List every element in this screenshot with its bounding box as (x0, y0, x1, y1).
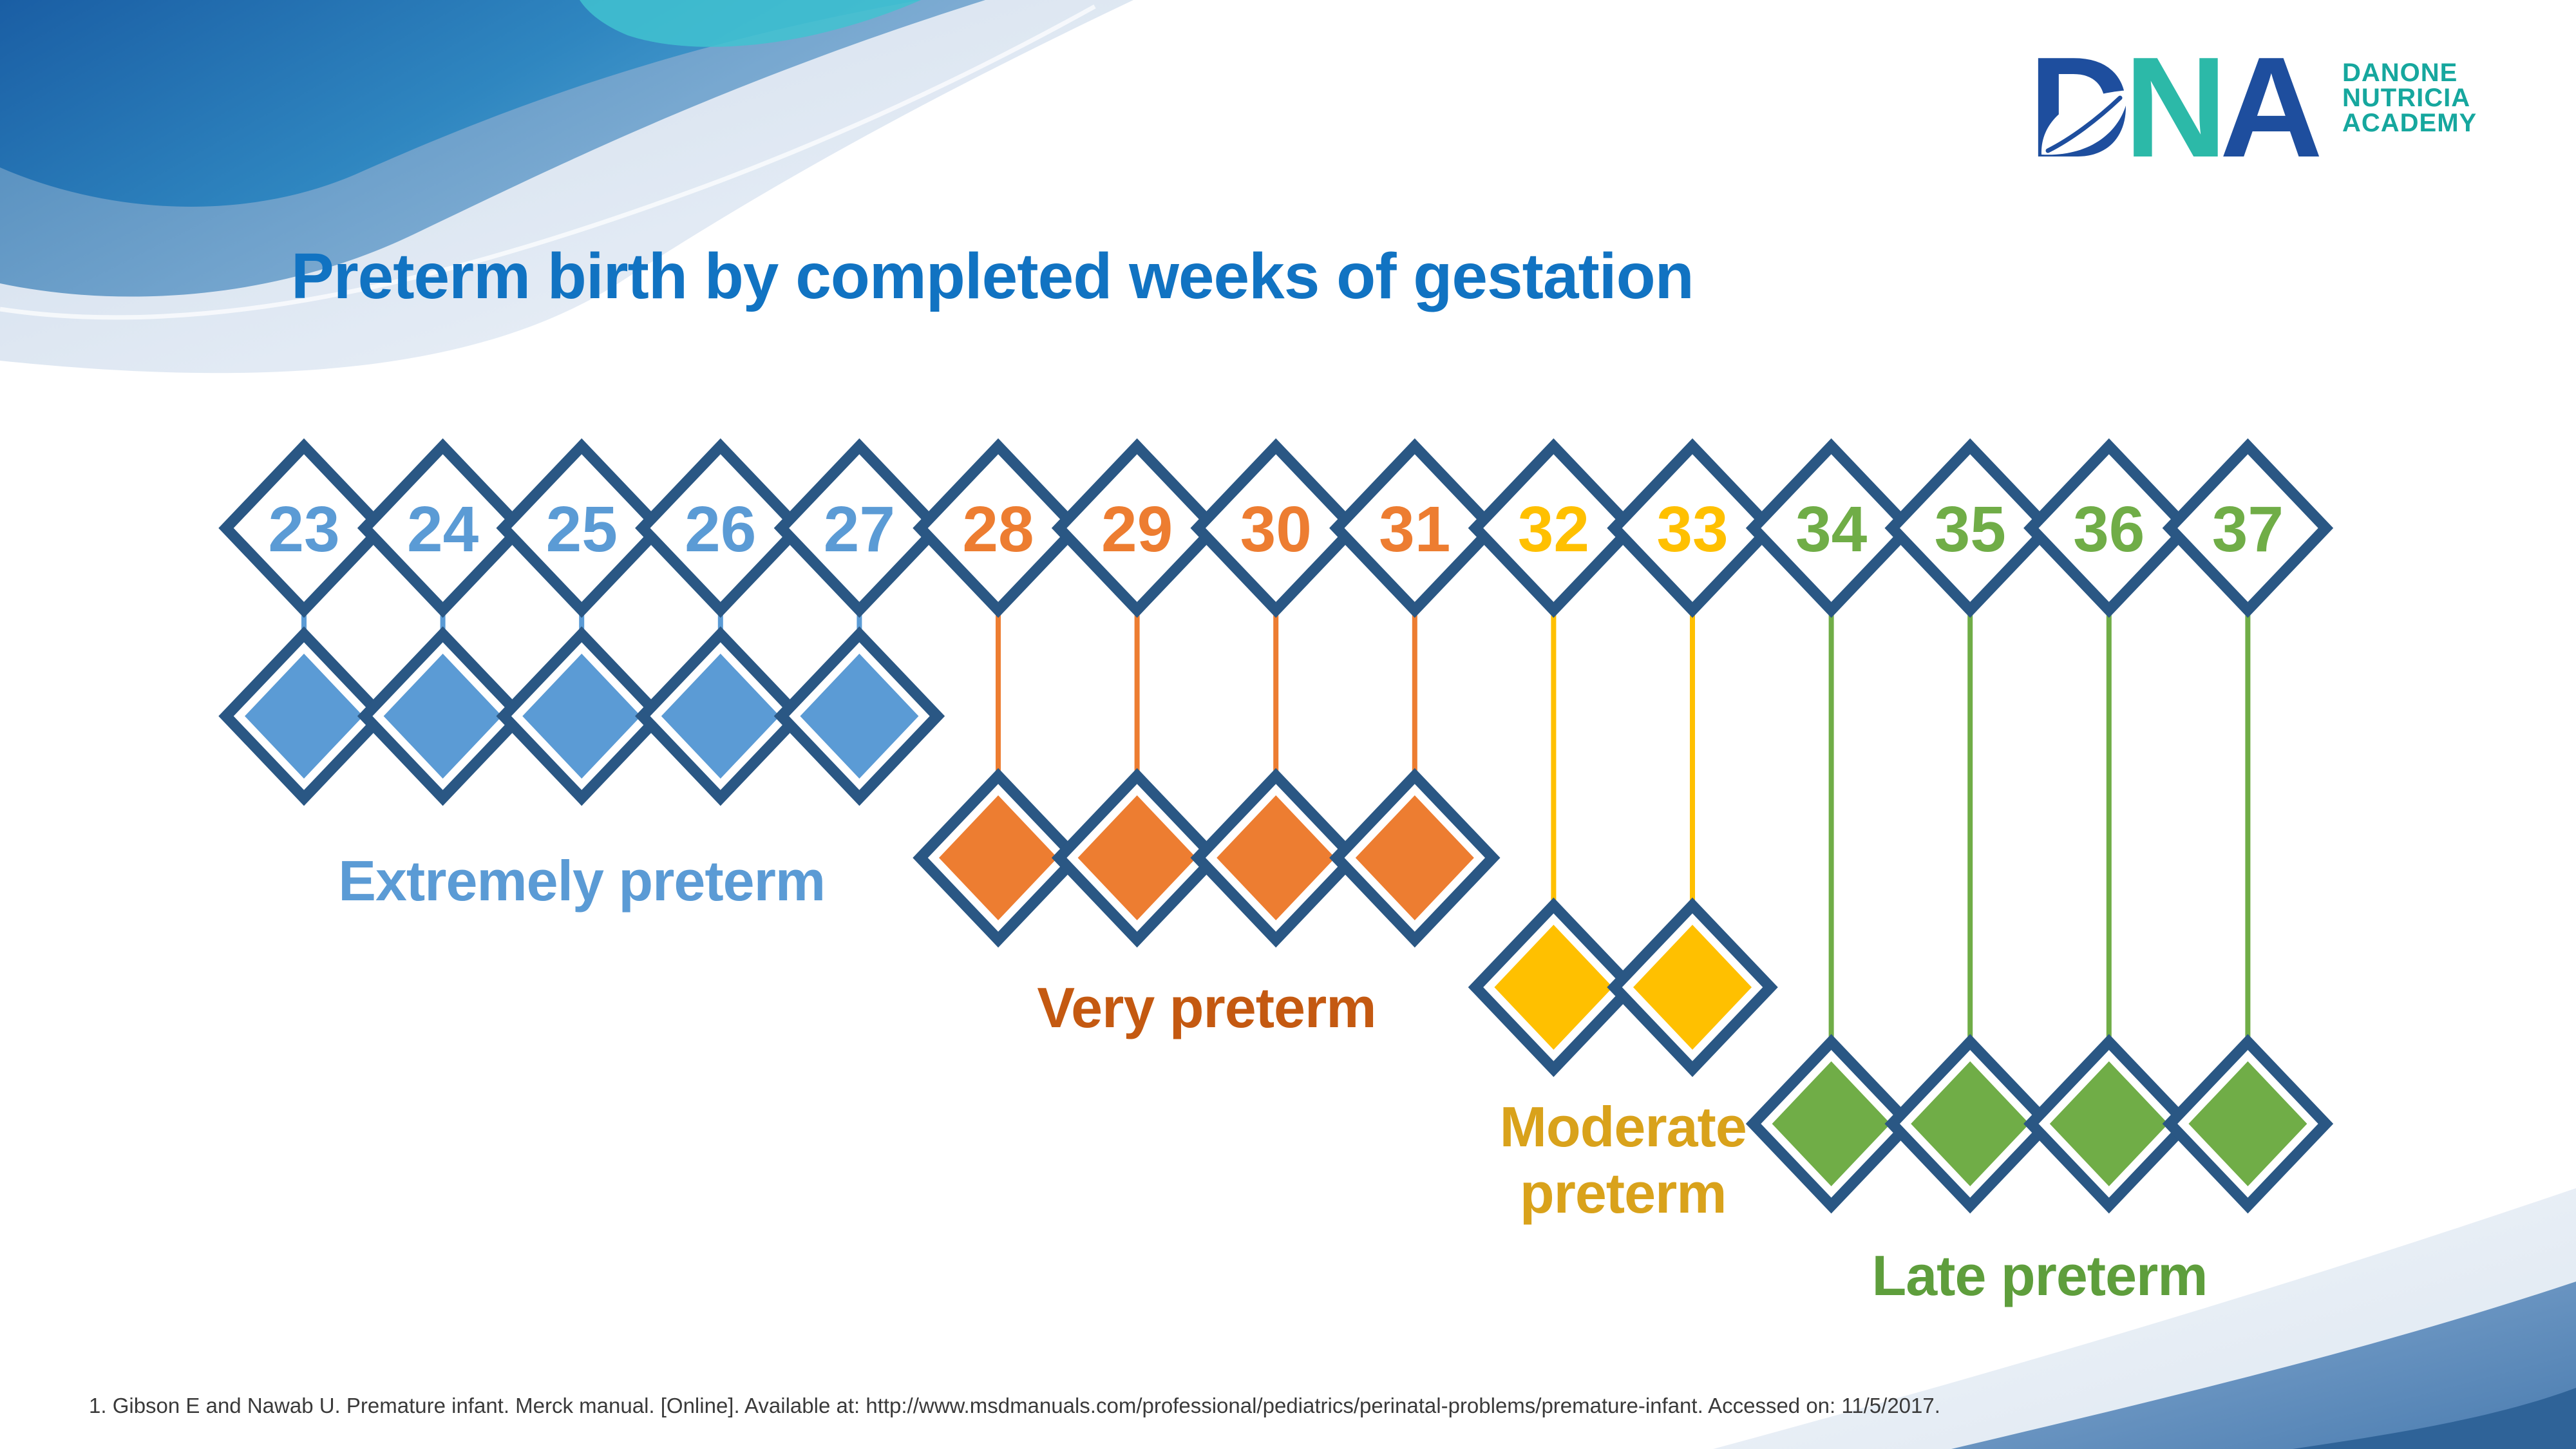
category-diamond-fill-week-32 (1494, 925, 1613, 1050)
category-diamond-fill-week-34 (1772, 1061, 1891, 1186)
category-diamond-fill-week-23 (245, 654, 363, 779)
week-number-25: 25 (546, 493, 618, 565)
category-label-moderate-preterm-line2: preterm (1520, 1161, 1727, 1225)
week-diamond-outline-35 (1884, 438, 2056, 618)
week-diamond-outline-36 (2023, 438, 2195, 618)
category-diamond-fill-week-27 (800, 654, 919, 779)
week-number-27: 27 (824, 493, 895, 565)
dna-logo-letters: DNA (2029, 36, 2323, 179)
category-diamond-fill-week-36 (2049, 1061, 2168, 1186)
week-number-35: 35 (1935, 493, 2006, 565)
week-number-37: 37 (2212, 493, 2284, 565)
week-diamond-outline-32 (1468, 438, 1640, 618)
week-number-36: 36 (2073, 493, 2145, 565)
category-label-very-preterm: Very preterm (1037, 976, 1376, 1039)
week-number-33: 33 (1656, 493, 1728, 565)
category-diamond-fill-week-29 (1077, 795, 1197, 920)
category-diamond-fill-week-37 (2188, 1061, 2307, 1186)
week-diamond-outline-31 (1329, 438, 1501, 618)
week-diamond-outline-37 (2162, 438, 2334, 618)
week-diamond-outline-25 (496, 438, 667, 618)
slide-title: Preterm birth by completed weeks of gest… (291, 240, 1694, 312)
week-diamond-outline-34 (1745, 438, 1917, 618)
category-label-moderate-preterm-line1: Moderate (1500, 1095, 1747, 1159)
week-number-23: 23 (268, 493, 339, 565)
week-diamond-outline-23 (218, 438, 390, 618)
week-number-34: 34 (1795, 493, 1868, 565)
footer-citation: 1. Gibson E and Nawab U. Premature infan… (89, 1394, 1940, 1417)
week-number-26: 26 (685, 493, 756, 565)
category-diamond-fill-week-30 (1217, 795, 1336, 920)
week-number-30: 30 (1240, 493, 1312, 565)
week-number-29: 29 (1101, 493, 1173, 565)
week-number-31: 31 (1379, 493, 1450, 565)
leaf-icon (2041, 90, 2129, 155)
week-number-32: 32 (1518, 493, 1589, 565)
week-diamond-outline-28 (913, 438, 1084, 618)
week-number-28: 28 (962, 493, 1034, 565)
logo-word-danone: DANONE (2342, 59, 2458, 87)
category-diamond-fill-week-35 (1911, 1061, 2030, 1186)
week-diamond-outline-30 (1190, 438, 1361, 618)
logo-letter-n: N (2124, 28, 2227, 187)
week-diamond-outline-33 (1607, 438, 1778, 618)
category-diamond-fill-week-24 (383, 654, 502, 779)
category-diamond-fill-week-31 (1355, 795, 1474, 920)
week-diamond-outline-24 (357, 438, 529, 618)
category-diamond-fill-week-26 (661, 654, 780, 779)
week-diamond-outline-27 (773, 438, 945, 618)
category-diamond-fill-week-25 (522, 654, 641, 779)
week-diamond-outline-26 (635, 438, 806, 618)
dna-logo: DNA DANONE NUTRICIA ACADEMY (2029, 36, 2477, 179)
week-number-24: 24 (407, 493, 479, 565)
category-diamond-fill-week-28 (939, 795, 1057, 920)
category-label-extremely-preterm: Extremely preterm (338, 849, 825, 913)
logo-word-nutricia: NUTRICIA (2342, 84, 2471, 112)
category-label-late-preterm: Late preterm (1871, 1244, 2207, 1307)
week-diamond-outline-29 (1051, 438, 1223, 618)
category-diamond-fill-week-33 (1633, 925, 1752, 1050)
logo-letter-a: A (2219, 28, 2323, 187)
dna-logo-words: DANONE NUTRICIA ACADEMY (2342, 46, 2477, 136)
logo-word-academy: ACADEMY (2342, 109, 2477, 137)
